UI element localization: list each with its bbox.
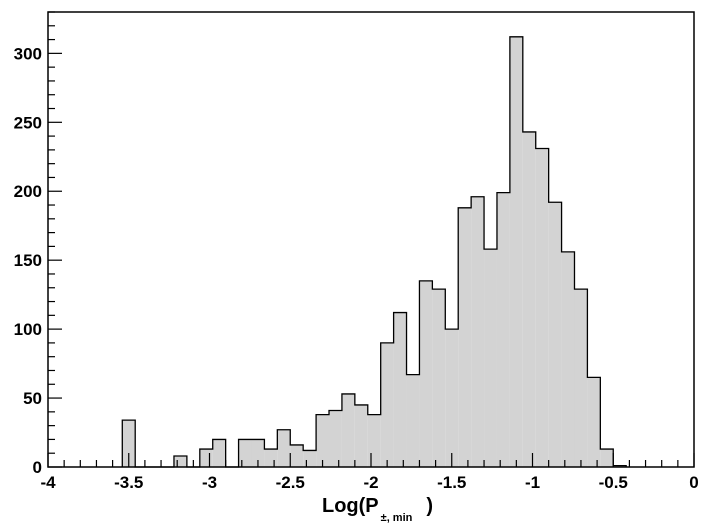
histogram-bar	[458, 207, 472, 467]
histogram-bar	[600, 449, 614, 467]
x-tick-label: -2.5	[276, 473, 305, 492]
y-tick-label: 250	[14, 113, 42, 132]
y-tick-label: 150	[14, 251, 42, 270]
x-tick-label: -1.5	[437, 473, 466, 492]
histogram-bar	[393, 312, 407, 467]
x-tick-label: -2	[363, 473, 378, 492]
x-axis-title-close: )	[426, 495, 433, 517]
x-axis-title: Log(P±, min)	[322, 495, 433, 524]
histogram-bar	[535, 148, 549, 467]
histogram-bar	[587, 377, 601, 467]
histogram-bar	[354, 404, 368, 467]
histogram-bar	[522, 131, 536, 468]
histogram-bar	[380, 342, 394, 467]
histogram-bar	[212, 439, 226, 467]
tick-labels: -4 -3.5 -3 -2.5 -2 -1.5 -1 -0.5 0 0 50 100 150 200 250…	[14, 44, 699, 492]
y-tick-label: 100	[14, 320, 42, 339]
y-tick-label: 50	[23, 389, 42, 408]
histogram-bar	[548, 202, 562, 468]
histogram-bar	[484, 249, 497, 467]
histogram-bar	[251, 439, 265, 467]
x-tick-label: -0.5	[599, 473, 628, 492]
histogram-bars	[121, 36, 627, 468]
histogram-bar	[277, 429, 291, 467]
histogram-bar	[367, 414, 381, 467]
histogram-outline	[121, 36, 627, 468]
histogram-bar	[329, 410, 342, 467]
histogram-bar	[316, 414, 330, 467]
histogram-bar	[419, 280, 433, 467]
histogram-bar	[445, 329, 459, 467]
x-axis-title-main: Log(P	[322, 495, 379, 517]
histogram-bar	[264, 449, 278, 467]
histogram-bar	[303, 450, 317, 467]
x-tick-label: 0	[689, 473, 698, 492]
y-tick-label: 300	[14, 44, 42, 63]
x-tick-label: -4	[40, 473, 56, 492]
histogram-bar	[574, 289, 588, 467]
histogram-bar	[471, 196, 485, 467]
x-axis-title-subscript: ±, min	[381, 512, 413, 524]
histogram-bar	[199, 449, 213, 467]
histogram-bar	[290, 444, 304, 467]
histogram-bar	[341, 393, 355, 467]
axis-ticks	[47, 11, 695, 468]
histogram-bar	[509, 36, 523, 468]
histogram-bar	[406, 374, 420, 467]
histogram-bar	[432, 289, 446, 467]
histogram-bar	[496, 192, 510, 467]
x-tick-label: -3.5	[114, 473, 143, 492]
y-tick-label: 200	[14, 182, 42, 201]
histogram-bar	[173, 455, 187, 467]
histogram-bar	[122, 420, 136, 467]
x-tick-label: -3	[202, 473, 217, 492]
x-tick-label: -1	[525, 473, 540, 492]
histogram-bar	[561, 251, 575, 467]
y-tick-label: 0	[33, 458, 42, 477]
histogram-bar	[238, 439, 252, 467]
